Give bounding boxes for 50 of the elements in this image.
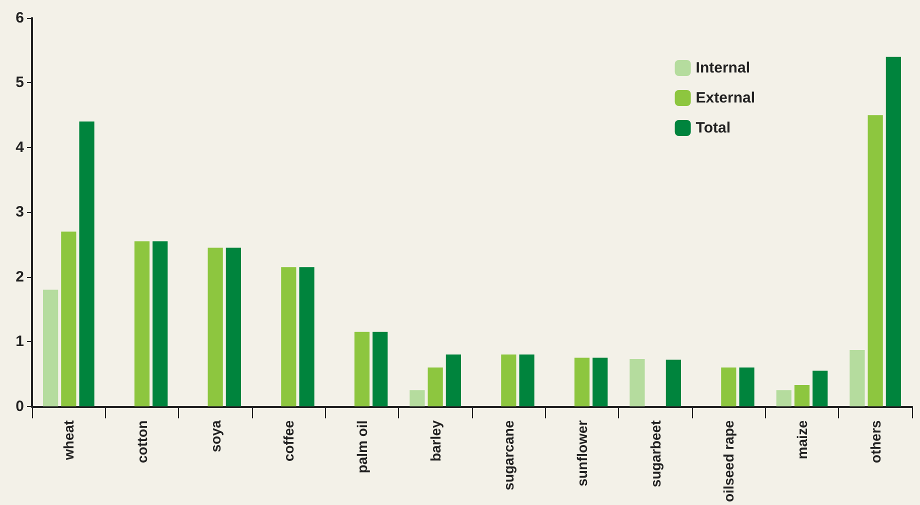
y-tick-label: 6	[16, 10, 24, 26]
y-tick-label: 5	[16, 74, 24, 92]
bar	[226, 248, 241, 406]
x-tick-label: others	[867, 420, 884, 464]
bar	[868, 115, 883, 406]
bar	[281, 267, 296, 406]
bar	[428, 367, 443, 406]
x-tick-label: barley	[427, 420, 444, 462]
bar	[61, 232, 76, 406]
y-tick-label: 3	[16, 204, 24, 221]
bar	[372, 332, 388, 406]
bar	[666, 360, 681, 406]
legend-label: External	[696, 90, 756, 106]
y-tick-label: 2	[16, 268, 24, 286]
legend-label: Internal	[696, 60, 750, 76]
x-tick-label: maize	[794, 420, 810, 460]
bar	[446, 354, 461, 406]
y-tick-label: 0	[16, 398, 24, 415]
bar	[592, 358, 608, 406]
bar	[739, 367, 754, 406]
bar	[79, 122, 94, 406]
bar	[134, 241, 150, 406]
bar	[776, 390, 792, 406]
bar	[850, 350, 865, 406]
bar	[43, 290, 58, 406]
x-tick-label: soya	[207, 420, 224, 452]
x-tick-label: sugarcane	[500, 420, 517, 490]
y-tick-label: 4	[16, 138, 25, 156]
x-tick-label: palm oil	[354, 420, 370, 474]
bar	[574, 358, 590, 406]
bar	[630, 359, 645, 406]
bar	[208, 248, 223, 406]
bar	[354, 332, 370, 406]
bar	[410, 390, 425, 406]
x-tick-label: wheat	[60, 420, 77, 461]
y-tick-label: 1	[16, 333, 24, 350]
bar	[299, 267, 314, 406]
bar	[519, 354, 534, 406]
bar	[886, 56, 901, 406]
legend-label: Total	[696, 120, 731, 136]
bar	[501, 354, 516, 406]
x-tick-label: coffee	[280, 420, 297, 462]
x-tick-label: oilseed rape	[720, 420, 737, 502]
bar	[152, 241, 168, 406]
bar	[721, 367, 736, 406]
bar	[812, 370, 828, 406]
bar	[794, 384, 810, 406]
x-tick-label: sunflower	[574, 420, 590, 486]
x-tick-label: cotton	[134, 420, 150, 464]
x-tick-label: sugarbeet	[647, 420, 664, 488]
